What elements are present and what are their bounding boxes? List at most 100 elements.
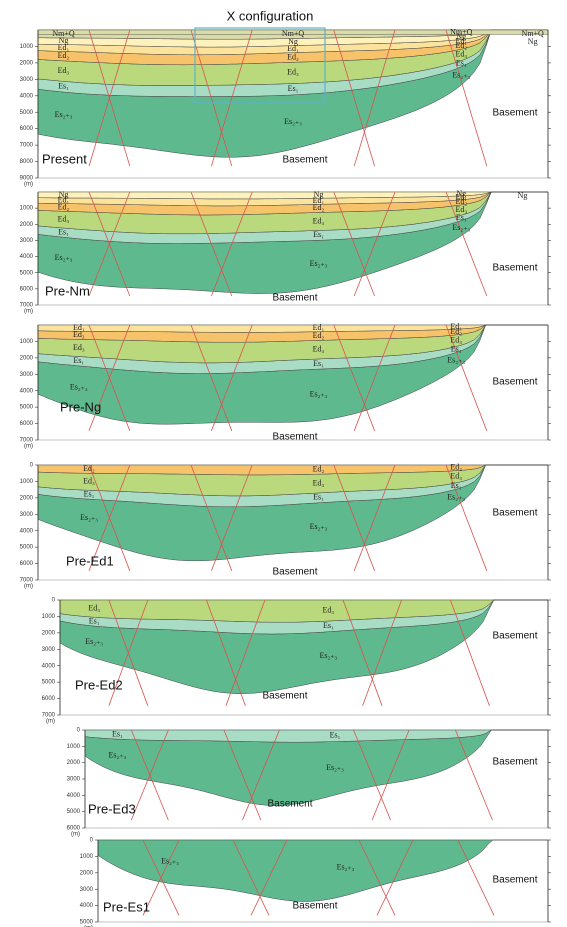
fault	[211, 464, 253, 571]
basement-label: Basement	[492, 108, 537, 119]
layer-label: Ed₃	[83, 477, 95, 486]
layer-label: Ng	[518, 191, 528, 200]
depth-tick-label: 1000	[67, 744, 81, 750]
layer-label: Ed₃	[455, 50, 467, 59]
layer-label: Ed₂	[287, 52, 299, 61]
layer-label: Ed₃	[455, 205, 467, 214]
depth-tick-label: 6000	[20, 126, 34, 132]
layer-label: Ed₃	[58, 66, 70, 75]
depth-unit: (m)	[24, 444, 33, 450]
depth-tick-label: 3000	[20, 238, 34, 244]
layer-label: Es₂₊₃	[55, 253, 73, 262]
fault	[445, 464, 488, 571]
fault	[88, 29, 131, 167]
fault	[88, 191, 131, 297]
layer-label: Ng	[288, 37, 298, 46]
layer-label: Es₂₊₃	[452, 223, 470, 232]
fault	[353, 191, 396, 297]
layer-label: Es₂₊₃	[447, 493, 465, 502]
depth-tick-label: 6000	[20, 561, 34, 567]
layer-label: Es₂₊₃	[310, 390, 328, 399]
depth-tick-label: 4000	[20, 528, 34, 534]
layer-label: Ed₃	[313, 344, 325, 353]
layer-label: Es₁	[456, 59, 467, 68]
panel-label: Pre-Ed3	[88, 801, 136, 816]
layer-label: Ng	[59, 36, 69, 45]
basement-label: Basement	[492, 263, 537, 274]
fault	[445, 324, 488, 431]
layer-label: Ed₂	[83, 464, 95, 473]
fault	[358, 839, 396, 916]
basement-label: Basement	[267, 799, 312, 810]
depth-tick-label: 1000	[20, 339, 34, 345]
panel-label: Pre-Ng	[60, 399, 101, 414]
strata-layer	[37, 324, 548, 333]
fault	[333, 191, 375, 297]
layer-label: Es₁	[89, 616, 100, 625]
depth-tick-label: 1000	[20, 206, 34, 212]
depth-tick-label: 0	[30, 463, 34, 469]
depth-tick-label: 0	[90, 838, 94, 844]
basement-label: Basement	[292, 901, 337, 912]
layer-label: Es₂₊₃	[55, 110, 73, 119]
fault	[250, 839, 288, 916]
fault	[333, 29, 375, 167]
layer-label: Es₂₊₃	[109, 751, 127, 760]
panel-label: Pre-Ed1	[66, 553, 114, 568]
layer-label: Es₁	[330, 731, 341, 740]
depth-tick-label: 4000	[80, 903, 94, 909]
layer-label: Ed₁	[73, 323, 85, 332]
layer-label: Ed₁	[455, 193, 467, 202]
layer-label: Es₁	[58, 227, 69, 236]
fault	[232, 839, 270, 916]
depth-tick-label: 4000	[20, 93, 34, 99]
fault	[353, 464, 396, 571]
layer-label: Ed₂	[313, 203, 325, 212]
depth-tick-label: 3000	[20, 512, 34, 518]
layer-label: Ed₁	[450, 322, 462, 331]
layer-label: Ng	[314, 190, 324, 199]
fault	[211, 324, 253, 431]
depth-tick-label: 1000	[42, 614, 56, 620]
depth-tick-label: 4000	[42, 663, 56, 669]
depth-tick-label: 0	[77, 728, 81, 734]
layer-label: Ed₁	[313, 323, 325, 332]
layer-label: Ed₂	[313, 331, 325, 340]
depth-tick-label: 2000	[20, 495, 34, 501]
layer-label: Ed₃	[73, 343, 85, 352]
layer-label: Ng	[59, 190, 69, 199]
figure-title: X configuration	[227, 8, 314, 23]
layer-label: Ed₁	[287, 44, 299, 53]
fault	[457, 839, 495, 916]
depth-tick-label: 7000	[20, 438, 34, 444]
fault	[190, 29, 233, 167]
layer-label: Es₁	[58, 82, 69, 91]
layer-label: Es₁	[451, 481, 462, 490]
depth-tick-label: 1000	[80, 854, 94, 860]
layer-label: Ng	[456, 32, 466, 41]
basement-label: Basement	[272, 432, 317, 443]
layer-label: Ed₂	[58, 51, 70, 60]
layer-label: Es₂₊₃	[161, 857, 179, 866]
basement-label: Basement	[492, 875, 537, 886]
basement-label: Basement	[272, 293, 317, 304]
layer-label: Es₂₊₃	[326, 763, 344, 772]
layer-label: Ed₁	[58, 196, 70, 205]
depth-tick-label: 2000	[42, 630, 56, 636]
depth-unit: (m)	[24, 309, 33, 315]
basement-label: Basement	[272, 567, 317, 578]
layer-label: Es₁	[456, 213, 467, 222]
fault	[190, 464, 233, 571]
fault	[190, 324, 233, 431]
fault	[206, 599, 246, 706]
depth-unit: (m)	[84, 926, 93, 927]
layer-label: Ed₂	[313, 464, 325, 473]
strata-layer	[59, 599, 548, 623]
layer-label: Es₁	[313, 359, 324, 368]
fault	[242, 729, 280, 821]
layer-label: Es₁	[73, 356, 84, 365]
layer-label: Es₂₊₃	[452, 71, 470, 80]
depth-tick-label: 4000	[67, 793, 81, 799]
strata-layer	[37, 191, 548, 200]
fault	[142, 839, 180, 916]
